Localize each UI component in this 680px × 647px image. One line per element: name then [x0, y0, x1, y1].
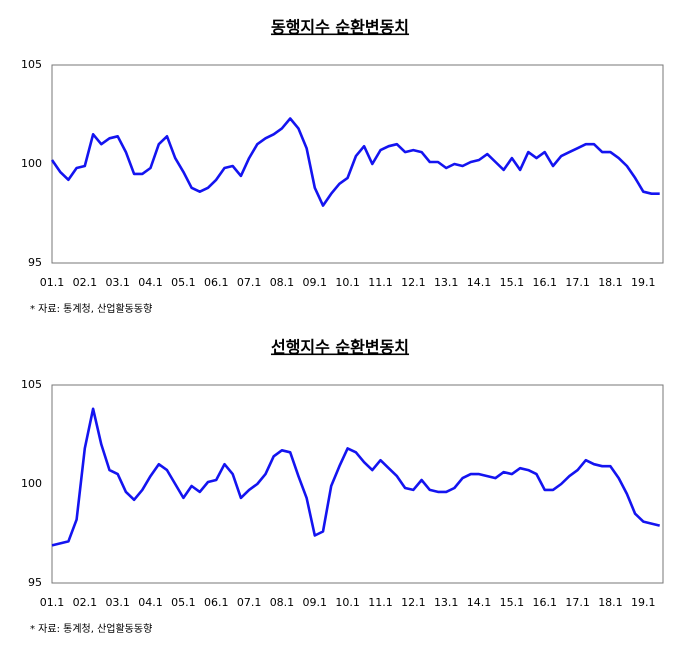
x-tick-label: 10.1 — [335, 596, 360, 609]
x-tick-label: 03.1 — [105, 596, 130, 609]
chart-title: 선행지수 순환변동치 — [271, 338, 409, 357]
x-tick-label: 03.1 — [105, 276, 130, 289]
x-tick-label: 15.1 — [500, 596, 525, 609]
x-tick-label: 06.1 — [204, 276, 229, 289]
x-tick-label: 01.1 — [40, 596, 65, 609]
x-tick-label: 07.1 — [237, 276, 262, 289]
x-tick-label: 13.1 — [434, 596, 459, 609]
x-tick-label: 16.1 — [532, 596, 557, 609]
x-tick-label: 09.1 — [303, 276, 328, 289]
source-note: * 자료: 통계청, 산업활동동향 — [30, 622, 152, 635]
data-line — [51, 407, 661, 547]
y-tick-label: 105 — [21, 378, 42, 391]
x-tick-label: 17.1 — [565, 276, 590, 289]
plot-frame — [51, 64, 664, 264]
x-tick-label: 15.1 — [500, 276, 525, 289]
plot-frame — [51, 384, 664, 584]
y-tick-label: 100 — [21, 157, 42, 170]
x-tick-label: 16.1 — [532, 276, 557, 289]
y-tick-label: 100 — [21, 477, 42, 490]
x-tick-label: 07.1 — [237, 596, 262, 609]
data-line — [50, 117, 660, 207]
x-tick-label: 18.1 — [598, 276, 623, 289]
x-tick-label: 02.1 — [73, 596, 98, 609]
x-tick-label: 05.1 — [171, 596, 196, 609]
x-tick-label: 11.1 — [368, 276, 393, 289]
x-tick-label: 13.1 — [434, 276, 459, 289]
x-tick-label: 05.1 — [171, 276, 196, 289]
x-tick-label: 19.1 — [631, 276, 656, 289]
x-tick-label: 18.1 — [598, 596, 623, 609]
x-tick-label: 08.1 — [270, 596, 295, 609]
x-tick-label: 12.1 — [401, 596, 426, 609]
x-tick-label: 08.1 — [270, 276, 295, 289]
x-tick-label: 09.1 — [303, 596, 328, 609]
x-tick-label: 02.1 — [73, 276, 98, 289]
x-tick-label: 06.1 — [204, 596, 229, 609]
x-tick-label: 19.1 — [631, 596, 656, 609]
chart-title: 동행지수 순환변동치 — [271, 18, 409, 37]
x-tick-label: 17.1 — [565, 596, 590, 609]
y-tick-label: 95 — [28, 576, 42, 589]
x-tick-label: 01.1 — [40, 276, 65, 289]
x-tick-label: 04.1 — [138, 596, 163, 609]
y-tick-label: 105 — [21, 58, 42, 71]
x-tick-label: 14.1 — [467, 276, 492, 289]
y-tick-label: 95 — [28, 256, 42, 269]
x-tick-label: 11.1 — [368, 596, 393, 609]
x-tick-label: 10.1 — [335, 276, 360, 289]
x-tick-label: 12.1 — [401, 276, 426, 289]
x-tick-label: 04.1 — [138, 276, 163, 289]
source-note: * 자료: 통계청, 산업활동동향 — [30, 302, 152, 315]
x-tick-label: 14.1 — [467, 596, 492, 609]
